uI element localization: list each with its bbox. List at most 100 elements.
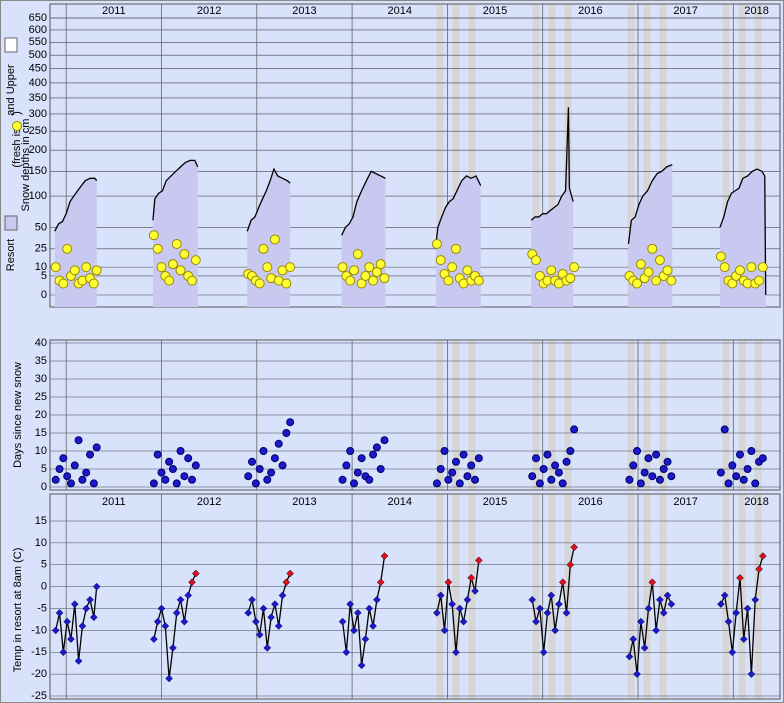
fresh-snow-point xyxy=(50,262,61,273)
days-point xyxy=(92,443,101,452)
days-point xyxy=(543,450,552,459)
days-point xyxy=(157,468,166,477)
days-point xyxy=(365,475,374,484)
year-label: 2017 xyxy=(673,496,697,508)
fresh-snow-point xyxy=(69,265,80,276)
days-point xyxy=(463,472,472,481)
temp-point xyxy=(184,591,193,600)
y-tick-label: 200 xyxy=(29,144,47,156)
days-point xyxy=(55,465,64,473)
fresh-snow-point xyxy=(175,265,186,276)
fresh-snow-point xyxy=(360,270,371,281)
y-tick-label: -25 xyxy=(31,690,47,702)
year-label: 2018 xyxy=(744,496,768,508)
shaded-band xyxy=(643,4,651,307)
temp-point xyxy=(551,626,559,635)
temp-point xyxy=(176,595,185,604)
fresh-snow-point xyxy=(462,265,473,276)
fresh-snow-point xyxy=(179,249,190,260)
year-label: 2014 xyxy=(388,5,412,17)
temp-point xyxy=(191,569,200,578)
fresh-snow-point xyxy=(435,255,446,266)
temp-point xyxy=(150,635,158,643)
temp-point xyxy=(172,609,181,617)
fresh-snow-point xyxy=(345,275,356,286)
fresh-snow-point xyxy=(734,265,745,276)
fresh-snow-point xyxy=(565,273,576,284)
days-point xyxy=(82,468,91,477)
temp-point xyxy=(82,604,91,613)
days-point xyxy=(342,461,351,470)
fresh-snow-point xyxy=(719,262,730,273)
plot-frame xyxy=(49,339,781,491)
days-point xyxy=(644,454,653,463)
days-point xyxy=(70,461,79,470)
y-tick-label: 25 xyxy=(35,243,47,255)
fresh-snow-point xyxy=(666,275,677,286)
temp-point xyxy=(59,648,68,657)
days-point xyxy=(259,447,268,455)
y-tick-label: 0 xyxy=(41,289,47,301)
days-point xyxy=(51,475,60,484)
fresh-snow-point xyxy=(531,255,542,266)
days-point xyxy=(274,439,283,448)
days-point xyxy=(667,472,676,481)
shaded-band xyxy=(468,4,476,307)
y-tick-label: 15 xyxy=(35,515,47,527)
fresh-snow-point xyxy=(569,262,580,273)
fresh-snow-point xyxy=(88,278,99,289)
fresh-snow-point xyxy=(186,275,197,286)
shaded-band xyxy=(643,494,651,699)
y-axis-label: (fresh is ) xyxy=(11,111,23,167)
fresh-snow-point xyxy=(715,251,726,262)
year-label: 2013 xyxy=(292,5,316,17)
temp-point xyxy=(452,648,460,657)
y-tick-label: 20 xyxy=(35,409,47,421)
days-point xyxy=(440,447,449,455)
days-point xyxy=(263,475,272,484)
year-label: 2012 xyxy=(197,496,221,508)
fresh-snow-point xyxy=(258,243,269,254)
temp-point xyxy=(357,661,366,670)
shaded-band xyxy=(627,494,635,699)
temp-point xyxy=(55,609,64,617)
shaded-band xyxy=(532,4,540,307)
days-point xyxy=(165,457,174,466)
y-tick-label: 350 xyxy=(29,92,47,104)
shaded-band xyxy=(659,494,667,699)
days-point xyxy=(248,457,257,466)
fresh-snow-point xyxy=(152,243,163,254)
y-tick-label: 5 xyxy=(41,270,47,282)
temp-point xyxy=(717,600,725,608)
temp-point xyxy=(78,622,87,630)
year-label: 2016 xyxy=(578,5,602,17)
temp-point xyxy=(728,648,737,657)
y-tick-label: 10 xyxy=(35,445,47,457)
days-point xyxy=(663,457,672,466)
days-point xyxy=(735,450,744,459)
days-point xyxy=(751,479,760,488)
days-point xyxy=(432,479,441,488)
y-tick-label: 10 xyxy=(35,537,47,549)
fresh-snow-point xyxy=(148,230,159,241)
temp-point xyxy=(463,595,472,604)
fresh-snow-point xyxy=(281,278,292,289)
days-point xyxy=(558,479,567,488)
y-tick-label: 400 xyxy=(29,77,47,89)
temp-point xyxy=(633,670,641,678)
days-point xyxy=(739,475,748,484)
area xyxy=(719,169,766,307)
temp-point xyxy=(153,617,162,626)
days-point xyxy=(267,468,276,477)
days-point xyxy=(270,454,279,463)
temp-point xyxy=(51,626,60,635)
y-axis-label: Temp in resort at 8am (C) xyxy=(12,548,24,673)
days-point xyxy=(547,475,556,484)
fresh-snow-point xyxy=(269,234,280,245)
temp-point xyxy=(165,674,173,683)
line xyxy=(435,175,482,245)
fresh-snow-point xyxy=(190,255,201,266)
fresh-snow-point xyxy=(651,275,662,286)
days-point xyxy=(380,436,389,445)
temp-point xyxy=(157,604,166,613)
